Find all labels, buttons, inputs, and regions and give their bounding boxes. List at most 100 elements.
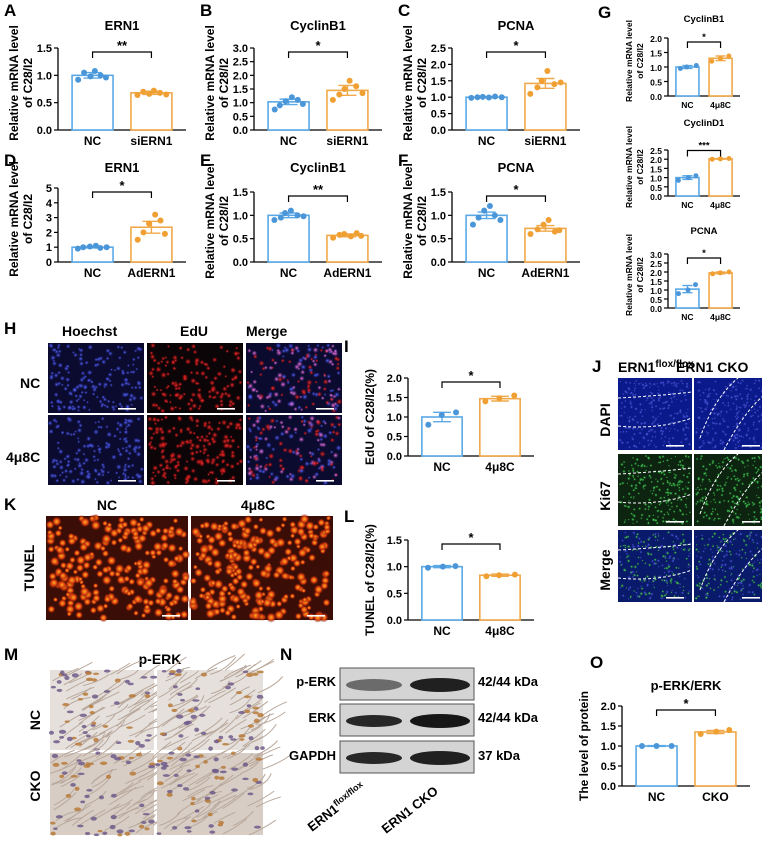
cell <box>681 459 683 461</box>
cell <box>77 437 80 440</box>
cell <box>266 589 276 599</box>
cell <box>731 543 733 545</box>
cell <box>254 475 260 481</box>
cell <box>651 559 654 562</box>
nucleus <box>210 791 216 795</box>
cell <box>754 561 756 563</box>
y-axis-label-line1: Relative mRNA level <box>401 163 415 279</box>
y-axis-label-line2: of C28/I2 <box>635 257 645 293</box>
cell <box>112 400 116 404</box>
cell <box>188 430 193 435</box>
cell <box>755 533 758 536</box>
nucleus <box>201 673 207 677</box>
x-tick-label: NC <box>681 200 693 210</box>
bar-4μ8c <box>709 159 732 196</box>
cell <box>747 590 751 594</box>
nucleus <box>94 833 99 836</box>
cell <box>172 426 177 431</box>
cell <box>687 408 689 410</box>
cell <box>641 559 643 561</box>
nucleus <box>157 760 163 763</box>
cell <box>111 454 117 460</box>
cell <box>256 394 261 399</box>
data-point <box>482 398 488 404</box>
cell <box>287 415 292 420</box>
cell <box>714 579 716 581</box>
cell <box>182 574 190 582</box>
cell <box>149 354 155 360</box>
cell <box>706 543 710 547</box>
cell <box>684 433 688 437</box>
nucleus <box>177 693 182 696</box>
cell <box>92 594 101 603</box>
cell <box>645 469 647 471</box>
cell <box>709 567 711 569</box>
cell <box>57 405 61 409</box>
cell <box>190 577 197 584</box>
h-image-merge-4u8c <box>245 415 342 486</box>
cell <box>711 438 714 441</box>
nucleus <box>78 762 85 766</box>
x-tick-label: NC <box>280 266 298 280</box>
cell <box>113 434 117 438</box>
cell <box>57 580 67 590</box>
cell <box>120 346 124 350</box>
cell <box>322 419 327 424</box>
data-point <box>295 212 301 218</box>
data-point <box>271 217 277 223</box>
cell <box>131 370 136 375</box>
cell <box>740 397 744 401</box>
data-point <box>676 178 681 183</box>
cell <box>711 555 714 558</box>
cell <box>681 487 684 490</box>
cell <box>224 609 231 616</box>
cell <box>745 557 747 559</box>
cell <box>627 477 631 481</box>
cell <box>757 486 759 488</box>
cell <box>173 473 178 478</box>
cell <box>639 592 643 596</box>
cell <box>133 437 139 443</box>
cell <box>646 396 650 400</box>
nucleus <box>209 830 215 833</box>
cell <box>290 565 296 571</box>
nucleus <box>176 714 183 718</box>
nucleus <box>59 775 64 778</box>
cell <box>650 405 654 409</box>
cell <box>320 466 324 470</box>
h-image-edu-4u8c <box>147 415 244 486</box>
nucleus <box>199 714 205 717</box>
cell <box>225 349 229 353</box>
cell <box>75 451 79 455</box>
cell <box>224 375 227 378</box>
cell <box>254 590 264 600</box>
x-tick-label: NC <box>478 266 496 280</box>
data-point <box>468 95 474 101</box>
cell <box>52 348 57 353</box>
cell <box>642 540 646 544</box>
cell <box>674 580 677 583</box>
h-image-hoechst-4u8c <box>47 415 144 486</box>
cell <box>664 567 666 569</box>
cell <box>122 472 126 476</box>
cell <box>129 518 139 528</box>
cell <box>707 389 710 392</box>
nucleus <box>167 793 173 797</box>
blot-lane-flox: ERN1flox/flox <box>304 779 368 834</box>
cell <box>123 575 130 582</box>
data-point <box>684 65 689 70</box>
cell <box>628 598 630 600</box>
cell <box>714 392 718 396</box>
cell <box>66 464 70 468</box>
nucleus <box>163 774 170 777</box>
cell <box>169 401 172 404</box>
y-tick-label: 3.0 <box>233 43 248 55</box>
cell <box>653 587 655 589</box>
cell <box>674 456 676 458</box>
cell <box>139 396 144 401</box>
scale-bar <box>162 615 180 617</box>
cell <box>647 508 650 511</box>
data-point <box>158 218 164 224</box>
cell <box>667 513 669 515</box>
data-point <box>135 237 141 243</box>
